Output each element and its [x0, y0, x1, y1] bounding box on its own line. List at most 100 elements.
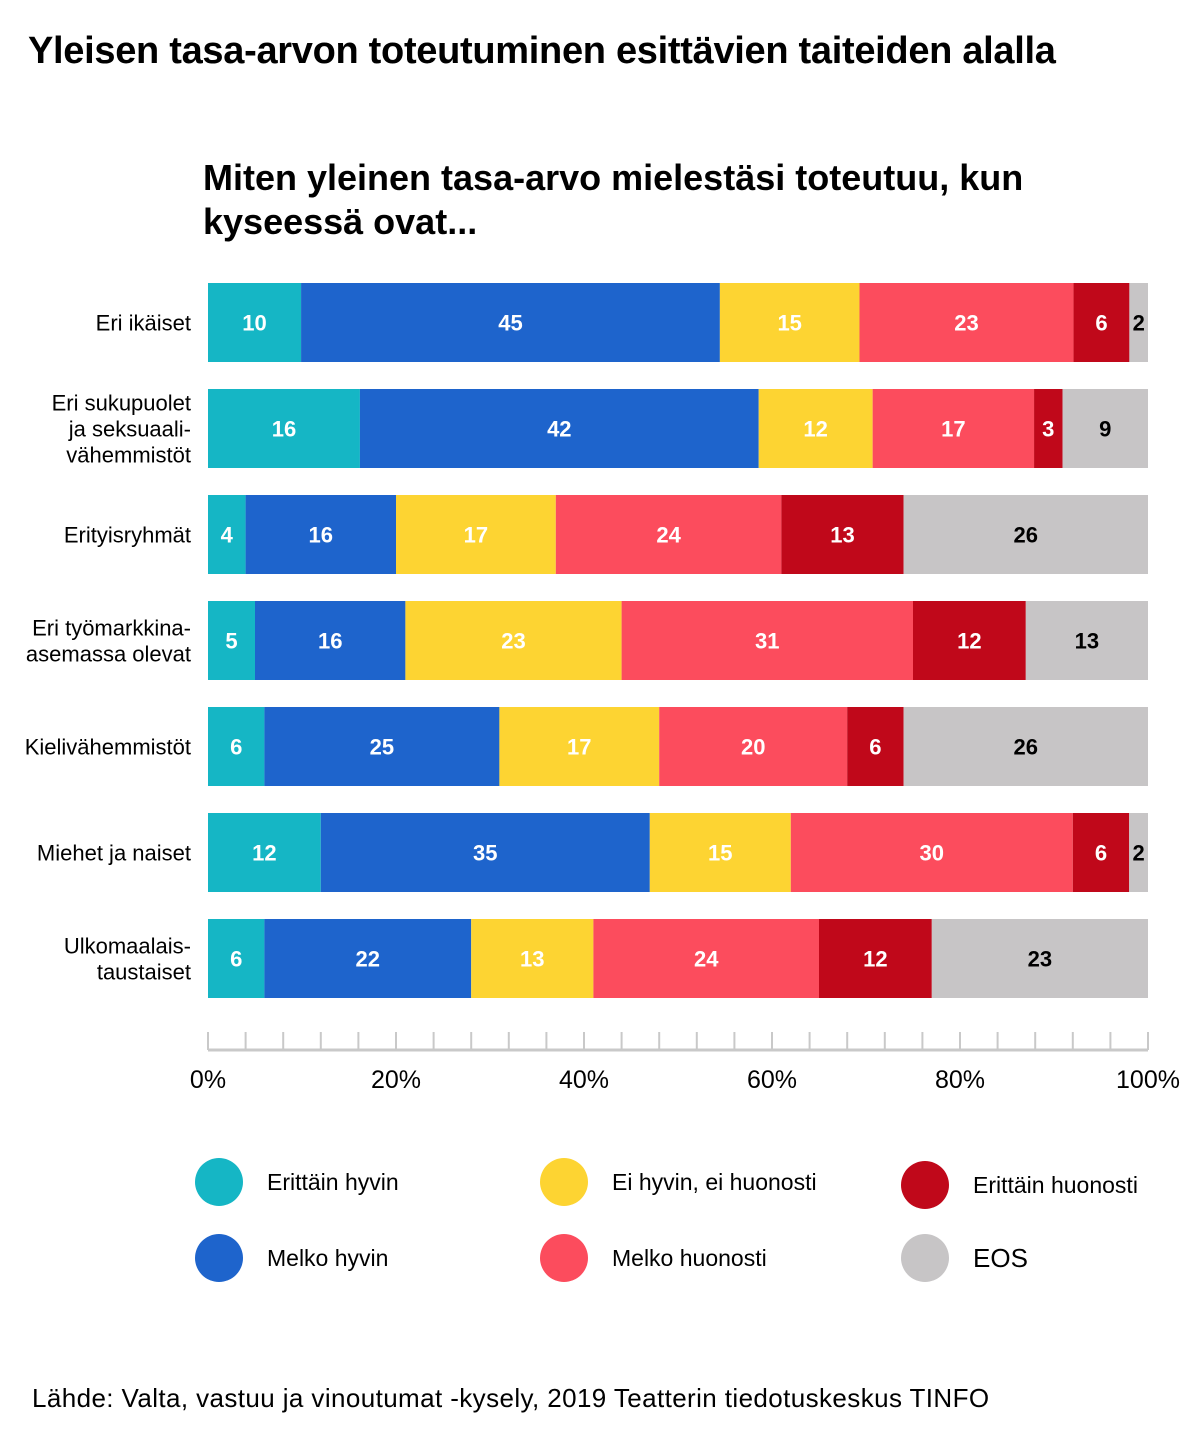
bar-segment-melko-hyvin-row-3: [245, 495, 396, 574]
legend-swatch-eos: [901, 1234, 949, 1282]
legend-swatch-erittain-huonosti: [901, 1161, 949, 1209]
data-label-erittain-hyvin-row-4: 5: [225, 629, 237, 654]
data-label-erittain-huonosti-row-3: 13: [830, 523, 854, 548]
data-label-erittain-huonosti-row-4: 12: [957, 629, 981, 654]
bar-segment-erittain-hyvin-row-6: [208, 813, 321, 892]
category-label-2-line-3: vähemmistöt: [66, 443, 191, 468]
bar-segment-erittain-huonosti-row-2: [1034, 389, 1063, 468]
category-label-7-line-2: taustaiset: [97, 960, 191, 985]
x-tick-label-4: 80%: [935, 1066, 985, 1094]
bar-segment-melko-huonosti-row-3: [555, 495, 782, 574]
bar-segment-erittain-hyvin-row-4: [208, 601, 255, 680]
chart-subtitle: Miten yleinen tasa-arvo mielestäsi toteu…: [203, 157, 1024, 242]
legend-item-erittain-hyvin: Erittäin hyvin: [195, 1158, 399, 1206]
data-label-erittain-huonosti-row-6: 6: [1095, 841, 1107, 866]
category-label-2-line-1: Eri sukupuolet: [52, 391, 191, 416]
data-label-melko-huonosti-row-5: 20: [741, 735, 765, 760]
bar-segment-ei-hyvin-ei-huonosti-row-2: [758, 389, 873, 468]
bar-segment-erittain-hyvin-row-2: [208, 389, 360, 468]
data-label-eos-row-7: 23: [1028, 947, 1052, 972]
bar-segment-erittain-hyvin-row-1: [208, 283, 302, 362]
category-label-4-line-1: Eri työmarkkina-: [32, 616, 191, 641]
legend-label-ei-hyvin-ei-huonosti: Ei hyvin, ei huonosti: [612, 1168, 817, 1195]
bar-segment-melko-huonosti-row-1: [859, 283, 1074, 362]
data-label-eos-row-5: 26: [1014, 735, 1038, 760]
data-label-eos-row-6: 2: [1132, 841, 1144, 866]
legend-label-melko-huonosti: Melko huonosti: [612, 1244, 767, 1271]
data-label-ei-hyvin-ei-huonosti-row-3: 17: [464, 523, 488, 548]
data-label-erittain-hyvin-row-3: 4: [221, 523, 234, 548]
bar-segment-melko-huonosti-row-4: [621, 601, 913, 680]
bar-segment-melko-huonosti-row-5: [659, 707, 848, 786]
data-label-ei-hyvin-ei-huonosti-row-4: 23: [501, 629, 525, 654]
bar-segment-erittain-huonosti-row-6: [1072, 813, 1130, 892]
bar-segment-eos-row-2: [1062, 389, 1148, 468]
category-label-4-line-2: asemassa olevat: [26, 642, 191, 667]
data-label-eos-row-3: 26: [1014, 523, 1038, 548]
x-tick-label-0: 0%: [190, 1066, 226, 1094]
legend-swatch-melko-hyvin: [195, 1234, 243, 1282]
legend-swatch-erittain-hyvin: [195, 1158, 243, 1206]
bar-segment-eos-row-6: [1129, 813, 1148, 892]
legend-item-erittain-huonosti: Erittäin huonosti: [901, 1161, 1138, 1209]
legend-item-melko-huonosti: Melko huonosti: [540, 1234, 767, 1282]
bar-segment-ei-hyvin-ei-huonosti-row-7: [471, 919, 594, 998]
legend-swatch-ei-hyvin-ei-huonosti: [540, 1158, 588, 1206]
data-label-melko-huonosti-row-3: 24: [656, 523, 681, 548]
x-tick-label-1: 20%: [371, 1066, 421, 1094]
data-label-melko-huonosti-row-6: 30: [920, 841, 944, 866]
bar-segment-erittain-hyvin-row-5: [208, 707, 265, 786]
bar-segment-ei-hyvin-ei-huonosti-row-4: [405, 601, 622, 680]
bar-segment-melko-hyvin-row-7: [264, 919, 472, 998]
data-label-melko-hyvin-row-3: 16: [309, 523, 333, 548]
data-label-erittain-huonosti-row-1: 6: [1095, 311, 1107, 336]
bar-segment-eos-row-7: [931, 919, 1148, 998]
data-label-melko-hyvin-row-7: 22: [356, 947, 380, 972]
bar-segment-erittain-hyvin-row-7: [208, 919, 265, 998]
bar-segment-erittain-huonosti-row-7: [819, 919, 932, 998]
bar-segment-eos-row-4: [1025, 601, 1148, 680]
category-label-1-line-1: Eri ikäiset: [96, 311, 191, 336]
legend-label-erittain-huonosti: Erittäin huonosti: [973, 1171, 1138, 1198]
legend-label-melko-hyvin: Melko hyvin: [267, 1244, 389, 1271]
bar-segment-eos-row-5: [903, 707, 1148, 786]
data-label-melko-hyvin-row-6: 35: [473, 841, 497, 866]
bar-segment-erittain-huonosti-row-5: [847, 707, 904, 786]
x-tick-label-2: 40%: [559, 1066, 609, 1094]
data-label-ei-hyvin-ei-huonosti-row-6: 15: [708, 841, 732, 866]
data-label-erittain-hyvin-row-6: 12: [252, 841, 276, 866]
data-label-eos-row-1: 2: [1133, 311, 1145, 336]
bar-segment-melko-hyvin-row-6: [320, 813, 650, 892]
data-label-erittain-huonosti-row-7: 12: [863, 947, 887, 972]
data-label-melko-huonosti-row-4: 31: [755, 629, 779, 654]
data-label-melko-huonosti-row-7: 24: [694, 947, 719, 972]
bar-segment-melko-hyvin-row-1: [301, 283, 720, 362]
bar-segment-melko-hyvin-row-4: [255, 601, 406, 680]
bar-segment-eos-row-1: [1129, 283, 1148, 362]
data-label-melko-hyvin-row-4: 16: [318, 629, 342, 654]
x-tick-label-3: 60%: [747, 1066, 797, 1094]
bar-segment-eos-row-3: [903, 495, 1148, 574]
bar-segment-erittain-huonosti-row-1: [1073, 283, 1130, 362]
data-label-melko-hyvin-row-1: 45: [498, 311, 522, 336]
data-label-erittain-hyvin-row-2: 16: [272, 417, 296, 442]
data-label-erittain-huonosti-row-5: 6: [869, 735, 881, 760]
data-label-erittain-hyvin-row-5: 6: [230, 735, 242, 760]
data-label-melko-hyvin-row-5: 25: [370, 735, 394, 760]
data-label-melko-hyvin-row-2: 42: [547, 417, 571, 442]
data-label-melko-huonosti-row-1: 23: [954, 311, 978, 336]
bar-segment-erittain-huonosti-row-4: [913, 601, 1026, 680]
category-label-3-line-1: Erityisryhmät: [64, 523, 191, 548]
legend-item-melko-hyvin: Melko hyvin: [195, 1234, 388, 1282]
data-label-eos-row-4: 13: [1075, 629, 1099, 654]
bar-segment-erittain-huonosti-row-3: [781, 495, 904, 574]
bar-segment-melko-hyvin-row-2: [359, 389, 759, 468]
legend-item-ei-hyvin-ei-huonosti: Ei hyvin, ei huonosti: [540, 1158, 817, 1206]
bar-segment-melko-huonosti-row-6: [790, 813, 1073, 892]
legend-item-eos: EOS: [901, 1234, 1028, 1282]
bar-segment-melko-hyvin-row-5: [264, 707, 500, 786]
source-note: Lähde: Valta, vastuu ja vinoutumat -kyse…: [32, 1383, 990, 1413]
bar-segment-melko-huonosti-row-7: [593, 919, 819, 998]
data-label-ei-hyvin-ei-huonosti-row-7: 13: [520, 947, 544, 972]
